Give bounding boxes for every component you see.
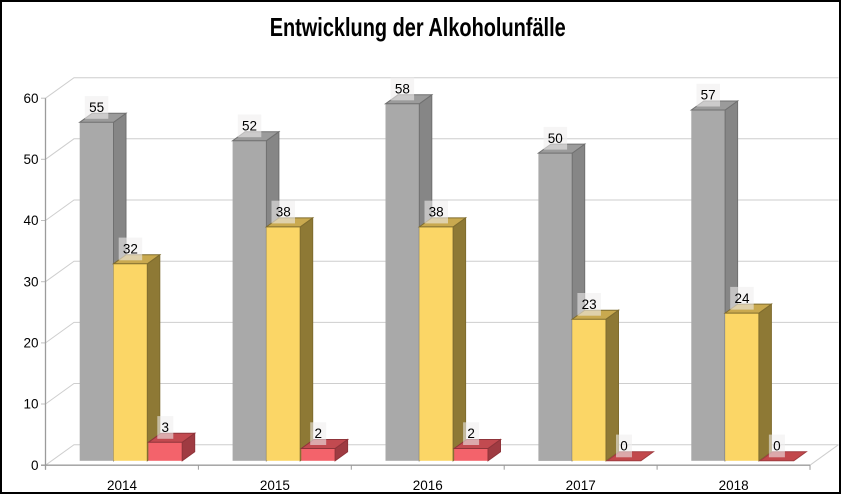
svg-text:10: 10 (23, 397, 38, 412)
svg-text:57: 57 (701, 88, 716, 103)
svg-text:40: 40 (23, 213, 38, 228)
svg-text:0: 0 (773, 439, 781, 454)
svg-text:30: 30 (23, 274, 38, 289)
svg-text:32: 32 (123, 242, 138, 257)
svg-text:38: 38 (276, 205, 291, 220)
svg-text:2016: 2016 (413, 478, 443, 493)
svg-text:3: 3 (162, 420, 170, 435)
svg-text:52: 52 (242, 118, 257, 133)
svg-text:Entwicklung der Alkoholunfälle: Entwicklung der Alkoholunfälle (270, 12, 566, 42)
svg-text:55: 55 (89, 100, 104, 115)
svg-text:2015: 2015 (260, 478, 290, 493)
svg-text:2: 2 (467, 426, 475, 441)
svg-text:60: 60 (23, 91, 38, 106)
svg-text:58: 58 (395, 82, 410, 97)
svg-text:50: 50 (548, 131, 563, 146)
svg-text:38: 38 (429, 205, 444, 220)
svg-text:0: 0 (620, 439, 628, 454)
svg-text:0: 0 (31, 458, 39, 473)
svg-text:2017: 2017 (566, 478, 596, 493)
svg-text:20: 20 (23, 336, 38, 351)
svg-text:23: 23 (582, 297, 597, 312)
svg-text:24: 24 (734, 291, 750, 306)
svg-text:50: 50 (23, 152, 38, 167)
svg-text:2: 2 (314, 426, 322, 441)
svg-text:2018: 2018 (719, 478, 749, 493)
svg-text:2014: 2014 (107, 478, 138, 493)
